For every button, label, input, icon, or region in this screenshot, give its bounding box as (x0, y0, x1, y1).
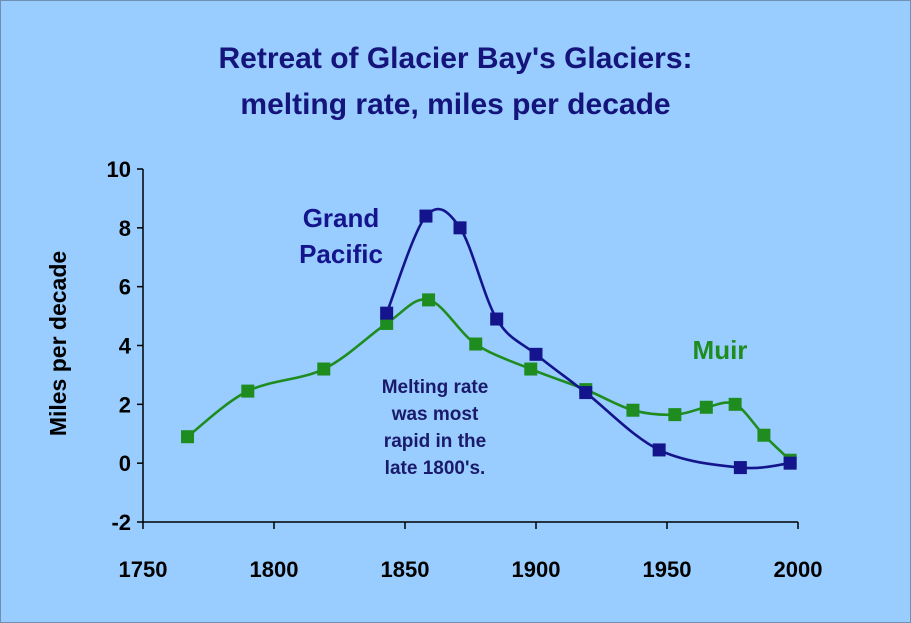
data-point (733, 461, 747, 475)
x-tick-label: 1900 (512, 557, 561, 582)
series-layer (181, 207, 797, 475)
y-tick-label: -2 (111, 510, 131, 535)
annotation-line-1: Melting rate (381, 377, 489, 398)
x-tick-label: 1750 (119, 557, 168, 582)
data-point (469, 337, 483, 351)
y-tick-label: 8 (119, 216, 131, 241)
y-tick-label: 0 (119, 451, 131, 476)
chart-title-line-1: Retreat of Glacier Bay's Glaciers: (218, 42, 693, 75)
x-tick-label: 1950 (643, 557, 692, 582)
data-point (699, 400, 713, 414)
data-point (419, 209, 433, 223)
tick-labels: 10 8 6 4 2 0 -2 1750 1800 1850 1900 1950 2000 (107, 157, 823, 582)
data-point (317, 362, 331, 376)
data-point (453, 221, 467, 235)
data-point (380, 306, 394, 320)
series-label: Pacific (299, 239, 383, 269)
y-tick-label: 2 (119, 392, 131, 417)
data-point (380, 316, 394, 330)
data-point (626, 403, 640, 417)
series-labels: Grand Pacific Muir (299, 203, 747, 365)
chart-title-line-2: melting rate, miles per decade (240, 88, 671, 121)
chart-title: Retreat of Glacier Bay's Glaciers: melti… (0, 36, 911, 128)
x-tick-label: 1850 (381, 557, 430, 582)
x-tick-label: 1800 (250, 557, 299, 582)
y-tick-label: 6 (119, 275, 131, 300)
data-point (579, 386, 593, 400)
y-tick-label: 10 (107, 157, 131, 182)
series-label: Muir (693, 335, 748, 365)
annotation-line-4: late 1800's. (384, 458, 486, 479)
data-point (728, 397, 742, 411)
data-point (241, 384, 255, 398)
data-point (524, 362, 538, 376)
data-point (652, 443, 666, 457)
series-grand-pacific (380, 207, 797, 475)
data-point (490, 312, 504, 326)
data-point (181, 430, 195, 444)
annotation-line-2: was most (391, 404, 479, 425)
data-point (529, 347, 543, 361)
y-tick-label: 4 (119, 334, 132, 359)
annotation-line-3: rapid in the (383, 431, 487, 452)
annotation: Melting rate was most rapid in the late … (335, 374, 535, 482)
data-point (757, 428, 771, 442)
data-point (783, 456, 797, 470)
x-tick-label: 2000 (774, 557, 823, 582)
data-point (668, 408, 682, 422)
data-point (422, 293, 436, 307)
series-label: Grand (303, 203, 380, 233)
y-axis-label: Miles per decade (45, 251, 71, 436)
